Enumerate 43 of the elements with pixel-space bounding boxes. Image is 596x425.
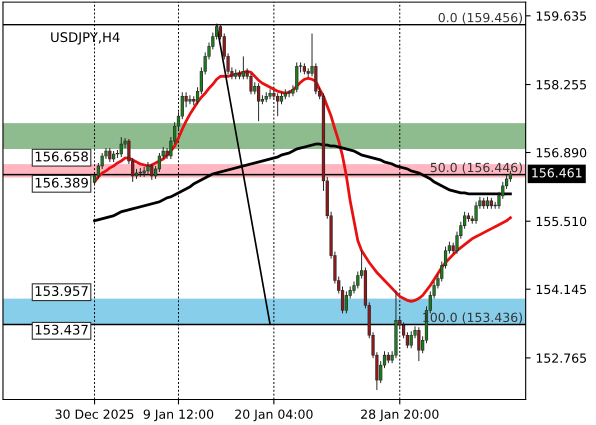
candlestick [482, 197, 486, 210]
y-tick-label: 152.765 [536, 353, 586, 363]
candlestick [295, 62, 298, 93]
candlestick [249, 72, 253, 95]
candlestick [410, 330, 413, 349]
candlestick [276, 92, 280, 117]
candlestick [108, 148, 112, 162]
candlestick [268, 88, 272, 100]
candlestick [142, 166, 146, 178]
ref-line-label: 50.0 (156.446) [430, 162, 522, 174]
candlestick [280, 92, 284, 105]
candlestick [486, 196, 490, 210]
candlestick [302, 62, 306, 75]
candlestick [146, 161, 150, 174]
candlestick [150, 163, 154, 180]
y-tick-label: 158.255 [536, 80, 586, 90]
candlestick [417, 326, 420, 362]
annotation: 153.957 [36, 286, 88, 296]
ref-line-label: 0.0 (159.456) [438, 12, 522, 24]
candlestick [264, 92, 268, 103]
text: 156.461 [532, 168, 582, 178]
candlestick [344, 290, 348, 314]
y-tick-label: 159.635 [536, 11, 586, 21]
x-tick-label: 20 Jan 04:00 [235, 409, 313, 422]
candlestick [474, 201, 478, 224]
annotation: 153.437 [36, 324, 88, 335]
candlestick [112, 150, 116, 162]
annotation: 156.389 [36, 178, 88, 188]
candlestick [256, 82, 260, 122]
annotation: 156.658 [36, 152, 88, 162]
candlestick [284, 88, 287, 100]
y-tick-label: 154.145 [536, 284, 586, 294]
candlestick [386, 352, 390, 364]
x-tick-label: 28 Jan 20:00 [361, 409, 439, 422]
y-tick-label: 156.890 [536, 148, 586, 158]
candlestick [242, 56, 245, 80]
candlestick [234, 68, 238, 80]
x-tick-label: 9 Jan 12:00 [144, 409, 214, 422]
y-tick-label: 155.510 [536, 216, 586, 226]
x-tick-label: 30 Dec 2025 [56, 409, 134, 419]
candlestick [490, 197, 493, 210]
candlestick [120, 136, 123, 158]
text: USDJPY,H4 [51, 32, 120, 45]
